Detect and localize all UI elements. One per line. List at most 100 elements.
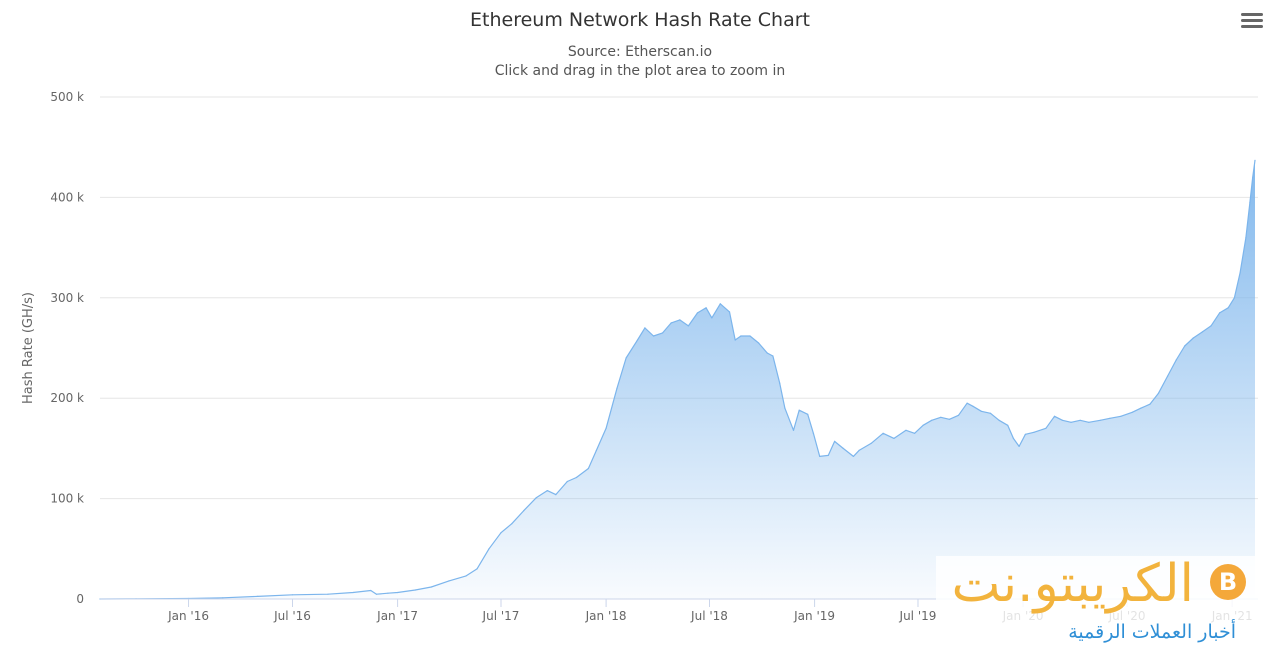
data-point[interactable]: [222, 597, 224, 599]
data-point[interactable]: [1219, 312, 1221, 314]
data-point[interactable]: [546, 490, 548, 492]
data-point[interactable]: [397, 591, 399, 594]
data-point[interactable]: [870, 442, 872, 444]
data-point[interactable]: [535, 497, 538, 499]
data-point[interactable]: [972, 405, 974, 407]
data-point[interactable]: [1254, 159, 1256, 161]
data-point[interactable]: [734, 339, 736, 341]
data-point[interactable]: [1012, 437, 1015, 439]
data-point[interactable]: [1109, 417, 1111, 419]
data-point[interactable]: [1210, 325, 1212, 327]
data-point[interactable]: [749, 335, 751, 337]
data-point[interactable]: [1245, 237, 1247, 239]
data-point[interactable]: [711, 317, 713, 319]
data-point[interactable]: [465, 575, 467, 577]
data-point[interactable]: [1070, 421, 1072, 423]
data-point[interactable]: [1007, 424, 1009, 426]
data-point[interactable]: [1099, 419, 1101, 421]
data-point[interactable]: [291, 594, 294, 596]
data-point[interactable]: [327, 593, 329, 595]
data-point[interactable]: [989, 412, 992, 414]
data-point[interactable]: [819, 455, 821, 457]
data-point[interactable]: [1033, 431, 1035, 433]
data-point[interactable]: [1227, 307, 1229, 309]
series-layer[interactable]: [99, 159, 1256, 600]
data-point[interactable]: [670, 322, 672, 324]
data-point[interactable]: [1149, 403, 1151, 405]
data-point[interactable]: [1201, 331, 1203, 333]
data-point[interactable]: [766, 352, 768, 354]
data-point[interactable]: [812, 432, 815, 434]
data-point[interactable]: [575, 476, 578, 479]
data-point[interactable]: [728, 311, 731, 313]
data-point[interactable]: [652, 335, 655, 337]
data-point[interactable]: [1239, 272, 1241, 274]
data-point[interactable]: [1252, 176, 1254, 178]
data-point[interactable]: [448, 580, 450, 582]
data-point[interactable]: [948, 418, 951, 420]
data-point[interactable]: [1131, 411, 1133, 413]
data-point[interactable]: [387, 592, 389, 594]
data-point[interactable]: [566, 480, 568, 483]
data-point[interactable]: [922, 424, 924, 426]
data-point[interactable]: [605, 427, 607, 429]
data-point[interactable]: [966, 402, 968, 404]
data-point[interactable]: [998, 419, 1000, 421]
data-point[interactable]: [511, 523, 513, 525]
data-point[interactable]: [740, 335, 742, 337]
data-point[interactable]: [625, 357, 627, 359]
data-point[interactable]: [834, 440, 836, 442]
data-point[interactable]: [905, 429, 907, 431]
data-point[interactable]: [636, 339, 639, 341]
data-point[interactable]: [1175, 359, 1177, 361]
data-point[interactable]: [1233, 297, 1235, 299]
data-point[interactable]: [616, 387, 618, 389]
data-point[interactable]: [1088, 421, 1090, 423]
data-point[interactable]: [827, 454, 829, 456]
data-point[interactable]: [931, 419, 933, 421]
data-point[interactable]: [696, 312, 699, 314]
data-point[interactable]: [1184, 345, 1186, 347]
data-point[interactable]: [1079, 419, 1081, 421]
data-point[interactable]: [375, 593, 378, 595]
data-point[interactable]: [1249, 201, 1251, 203]
data-point[interactable]: [758, 342, 760, 344]
data-point[interactable]: [807, 413, 809, 415]
data-point[interactable]: [1140, 407, 1142, 409]
data-point[interactable]: [555, 494, 557, 496]
data-point[interactable]: [1167, 375, 1169, 377]
data-point[interactable]: [352, 591, 354, 594]
data-point[interactable]: [370, 589, 372, 592]
data-point[interactable]: [1045, 427, 1047, 429]
data-point[interactable]: [940, 416, 942, 418]
data-point[interactable]: [414, 589, 416, 591]
data-point[interactable]: [858, 449, 860, 451]
data-point[interactable]: [644, 327, 646, 329]
data-point[interactable]: [957, 414, 960, 416]
data-point[interactable]: [1061, 419, 1064, 421]
data-point[interactable]: [500, 532, 502, 534]
data-point[interactable]: [852, 455, 855, 457]
data-point[interactable]: [914, 432, 916, 434]
data-point[interactable]: [772, 355, 774, 357]
hamburger-menu-icon[interactable]: [1238, 10, 1266, 34]
data-point[interactable]: [662, 332, 664, 334]
data-point[interactable]: [705, 307, 707, 309]
data-point[interactable]: [719, 303, 721, 305]
data-point[interactable]: [1120, 415, 1122, 417]
data-point[interactable]: [595, 449, 598, 451]
data-point[interactable]: [430, 586, 432, 588]
data-point[interactable]: [779, 382, 781, 384]
data-point[interactable]: [980, 410, 983, 412]
data-point[interactable]: [523, 510, 525, 512]
data-point[interactable]: [476, 568, 478, 570]
data-point[interactable]: [257, 595, 259, 598]
data-point[interactable]: [842, 447, 844, 449]
data-point[interactable]: [784, 407, 786, 409]
data-point[interactable]: [792, 429, 795, 431]
data-point[interactable]: [1192, 337, 1194, 339]
data-point[interactable]: [798, 409, 800, 411]
data-point[interactable]: [1157, 392, 1160, 394]
data-point[interactable]: [679, 319, 681, 321]
data-point[interactable]: [587, 467, 590, 470]
